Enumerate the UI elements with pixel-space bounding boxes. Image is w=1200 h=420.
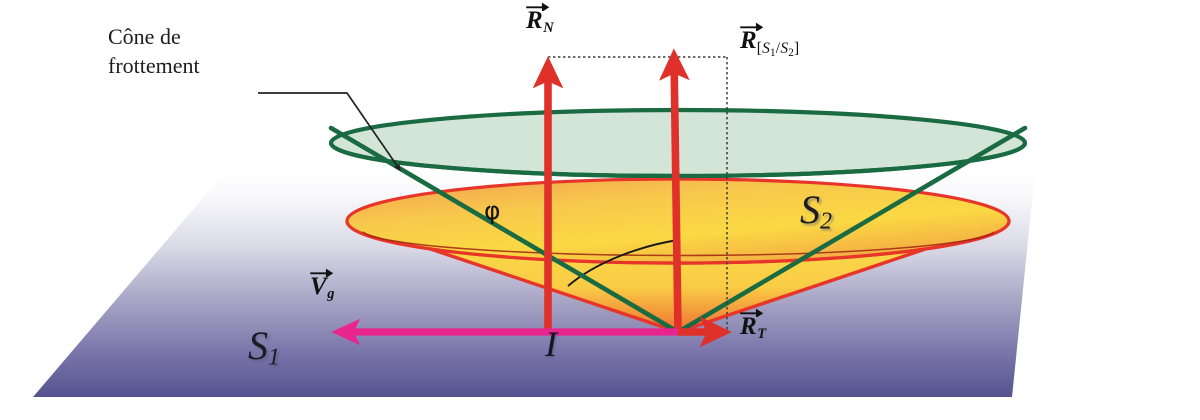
angle-arc-phi [567, 239, 679, 287]
label-resultant-reaction-base: R [740, 22, 764, 53]
label-tangential-reaction-base: R [740, 308, 764, 339]
label-resultant-reaction-sub: [S1/S2] [756, 40, 800, 60]
label-normal-reaction: RN [526, 2, 554, 37]
label-normal-reaction-sub: N [543, 20, 554, 37]
angle-label-phi: φ [484, 196, 501, 225]
label-sliding-velocity-base: V [310, 268, 334, 299]
label-tangential-reaction-sub: T [757, 326, 767, 343]
cone-caption: Cône de frottement [108, 22, 200, 80]
force-vectors [331, 48, 732, 348]
label-sliding-velocity-sub: g [327, 286, 335, 303]
surface-label-s1-sub: 1 [268, 344, 280, 371]
vector-resultant-reaction [658, 48, 690, 333]
surface-label-s2-sub: 2 [820, 208, 832, 235]
label-normal-reaction-base: R [526, 2, 550, 33]
cone-caption-line1: Cône de [108, 24, 181, 49]
caption-leader-line [258, 92, 401, 172]
label-tangential-reaction: RT [740, 308, 767, 343]
cone-caption-line2: frottement [108, 53, 200, 79]
construction-lines [548, 56, 728, 330]
surface-label-s2: S2 [800, 187, 832, 235]
label-resultant-reaction: R[S1/S2] [740, 22, 800, 60]
label-sliding-velocity: Vg [310, 268, 335, 303]
leader-line-path [258, 92, 401, 172]
surface-label-s1: S1 [248, 323, 280, 371]
apex-point-label: I [545, 324, 557, 364]
